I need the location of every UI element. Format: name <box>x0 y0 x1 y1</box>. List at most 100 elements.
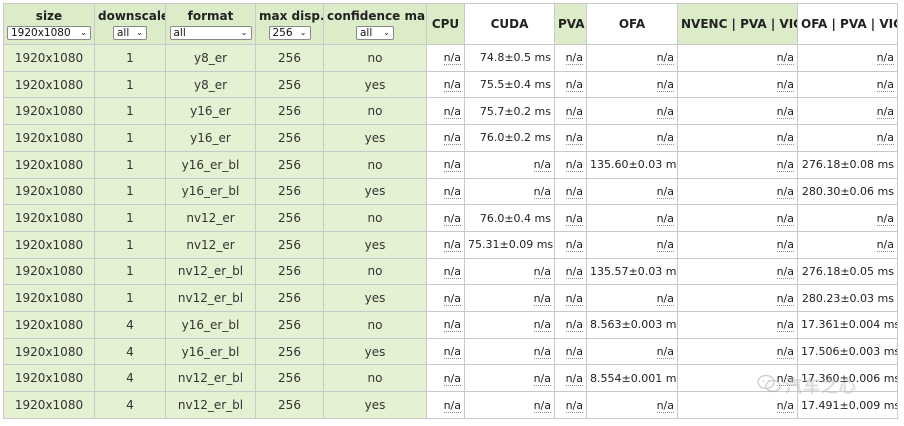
cell-max-disp: 256 <box>255 204 324 232</box>
cell-max-disp-value: 256 <box>278 237 301 252</box>
cell-pva-value: n/a <box>565 131 583 146</box>
cell-ofa-value: n/a <box>656 345 674 360</box>
table-row: 1920x1080 1 y16_er_bl 256 no n/a n/a n/a 135.60±… <box>3 150 898 179</box>
cell-max-disp-value: 256 <box>278 291 301 306</box>
cell-downscale: 4 <box>94 311 166 339</box>
cell-cpu-value: n/a <box>443 211 461 226</box>
cell-cuda: n/a <box>464 337 555 366</box>
cell-format-value: y16_er_bl <box>181 157 240 172</box>
cell-ofa-value: 135.57±0.03 ms <box>590 264 678 278</box>
header-format-label: format <box>187 8 234 23</box>
benchmark-table: size 1920x1080 ⌄ downscale all ⌄ format al… <box>3 3 898 419</box>
cell-cuda: 75.5±0.4 ms <box>464 70 555 99</box>
cell-confidence-map-value: yes <box>364 184 386 199</box>
cell-nvenc-pva-vic-value: n/a <box>776 318 794 333</box>
cell-pva: n/a <box>554 177 587 206</box>
cell-confidence-map-value: no <box>367 264 383 279</box>
cell-cuda-value: 75.31±0.09 ms <box>468 238 554 252</box>
cell-size-value: 1920x1080 <box>14 50 84 65</box>
cell-cuda-value: n/a <box>533 264 551 279</box>
cell-ofa-pva-vic: 276.18±0.05 ms <box>797 257 898 286</box>
cell-pva-value: n/a <box>565 51 583 66</box>
cell-cuda: n/a <box>464 311 555 339</box>
cell-nvenc-pva-vic-value: n/a <box>776 398 794 413</box>
cell-size-value: 1920x1080 <box>14 344 84 359</box>
size-filter-select[interactable]: 1920x1080 ⌄ <box>7 25 91 40</box>
cell-confidence-map-value: yes <box>364 237 386 252</box>
cell-cpu: n/a <box>426 257 465 286</box>
cell-ofa: n/a <box>586 284 678 313</box>
cell-downscale: 1 <box>94 177 166 206</box>
header-size-label: size <box>35 8 63 23</box>
header-pva: PVA <box>554 3 587 45</box>
cell-max-disp-value: 256 <box>278 77 301 92</box>
cell-confidence-map: yes <box>323 230 427 259</box>
cell-confidence-map-value: no <box>367 211 383 226</box>
cell-ofa-pva-vic-value: 276.18±0.08 ms <box>801 158 894 172</box>
header-downscale: downscale all ⌄ <box>94 3 166 45</box>
cell-pva-value: n/a <box>565 104 583 119</box>
cell-pva: n/a <box>554 230 587 259</box>
confidence-map-filter-select[interactable]: all ⌄ <box>356 25 394 40</box>
cell-ofa-value: 8.563±0.003 ms <box>590 318 678 332</box>
cell-ofa-value: n/a <box>656 291 674 306</box>
cell-ofa: n/a <box>586 44 678 72</box>
cell-cpu-value: n/a <box>443 51 461 66</box>
cell-ofa-value: n/a <box>656 238 674 253</box>
format-filter-select[interactable]: all ⌄ <box>169 25 252 40</box>
cell-cpu: n/a <box>426 230 465 259</box>
cell-format-value: y16_er <box>190 130 231 145</box>
cell-format-value: nv12_er_bl <box>177 264 244 279</box>
cell-size: 1920x1080 <box>3 44 95 72</box>
max-disp-filter-value: 256 <box>272 26 293 39</box>
cell-format: y16_er_bl <box>165 337 256 366</box>
cell-cpu: n/a <box>426 284 465 313</box>
cell-size-value: 1920x1080 <box>14 317 84 332</box>
cell-downscale-value: 4 <box>126 371 134 386</box>
cell-format-value: y16_er_bl <box>181 184 240 199</box>
max-disp-filter-select[interactable]: 256 ⌄ <box>268 25 311 40</box>
cell-size: 1920x1080 <box>3 230 95 259</box>
cell-cpu: n/a <box>426 337 465 366</box>
cell-cpu-value: n/a <box>443 345 461 360</box>
cell-ofa-value: n/a <box>656 184 674 199</box>
table-row: 1920x1080 1 nv12_er_bl 256 no n/a n/a n/a 135.57… <box>3 257 898 286</box>
cell-confidence-map: no <box>323 204 427 232</box>
cell-confidence-map: yes <box>323 70 427 99</box>
cell-downscale-value: 1 <box>126 211 134 226</box>
cell-size-value: 1920x1080 <box>14 104 84 119</box>
cell-nvenc-pva-vic: n/a <box>677 284 798 313</box>
cell-ofa: n/a <box>586 230 678 259</box>
cell-ofa-pva-vic: 17.491±0.009 ms <box>797 391 898 419</box>
cell-downscale: 1 <box>94 124 166 152</box>
cell-downscale: 1 <box>94 230 166 259</box>
cell-format: nv12_er_bl <box>165 284 256 313</box>
cell-pva: n/a <box>554 204 587 232</box>
cell-confidence-map-value: no <box>367 104 383 119</box>
header-ofa: OFA <box>586 3 678 45</box>
cell-size: 1920x1080 <box>3 311 95 339</box>
downscale-filter-select[interactable]: all ⌄ <box>113 25 147 40</box>
table-row: 1920x1080 1 nv12_er 256 yes n/a 75.31±0.09 ms n… <box>3 230 898 259</box>
cell-pva: n/a <box>554 70 587 99</box>
cell-confidence-map-value: yes <box>364 77 386 92</box>
cell-confidence-map: no <box>323 257 427 286</box>
cell-ofa: n/a <box>586 337 678 366</box>
cell-downscale-value: 4 <box>126 398 134 413</box>
cell-format-value: nv12_er_bl <box>177 291 244 306</box>
cell-size-value: 1920x1080 <box>14 371 84 386</box>
cell-cuda-value: n/a <box>533 158 551 173</box>
cell-pva: n/a <box>554 391 587 419</box>
cell-confidence-map: no <box>323 97 427 126</box>
cell-cpu: n/a <box>426 97 465 126</box>
cell-downscale-value: 1 <box>126 184 134 199</box>
chevron-down-icon: ⌄ <box>80 28 87 37</box>
cell-downscale: 1 <box>94 284 166 313</box>
table-row: 1920x1080 1 y8_er 256 yes n/a 75.5±0.4 ms n/a n/… <box>3 70 898 99</box>
cell-format-value: nv12_er_bl <box>177 371 244 386</box>
cell-pva-value: n/a <box>565 291 583 306</box>
cell-max-disp: 256 <box>255 124 324 152</box>
cell-max-disp-value: 256 <box>278 50 301 65</box>
cell-ofa-pva-vic: n/a <box>797 124 898 152</box>
cell-ofa-pva-vic-value: n/a <box>876 104 894 119</box>
